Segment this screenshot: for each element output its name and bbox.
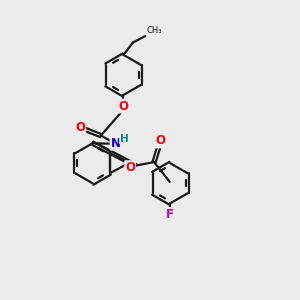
- Text: O: O: [125, 161, 135, 174]
- Text: N: N: [110, 137, 121, 150]
- Text: O: O: [75, 121, 85, 134]
- Text: CH₃: CH₃: [146, 26, 162, 35]
- Text: O: O: [156, 134, 166, 147]
- Text: H: H: [120, 134, 129, 143]
- Text: F: F: [166, 208, 174, 221]
- Text: O: O: [118, 100, 128, 112]
